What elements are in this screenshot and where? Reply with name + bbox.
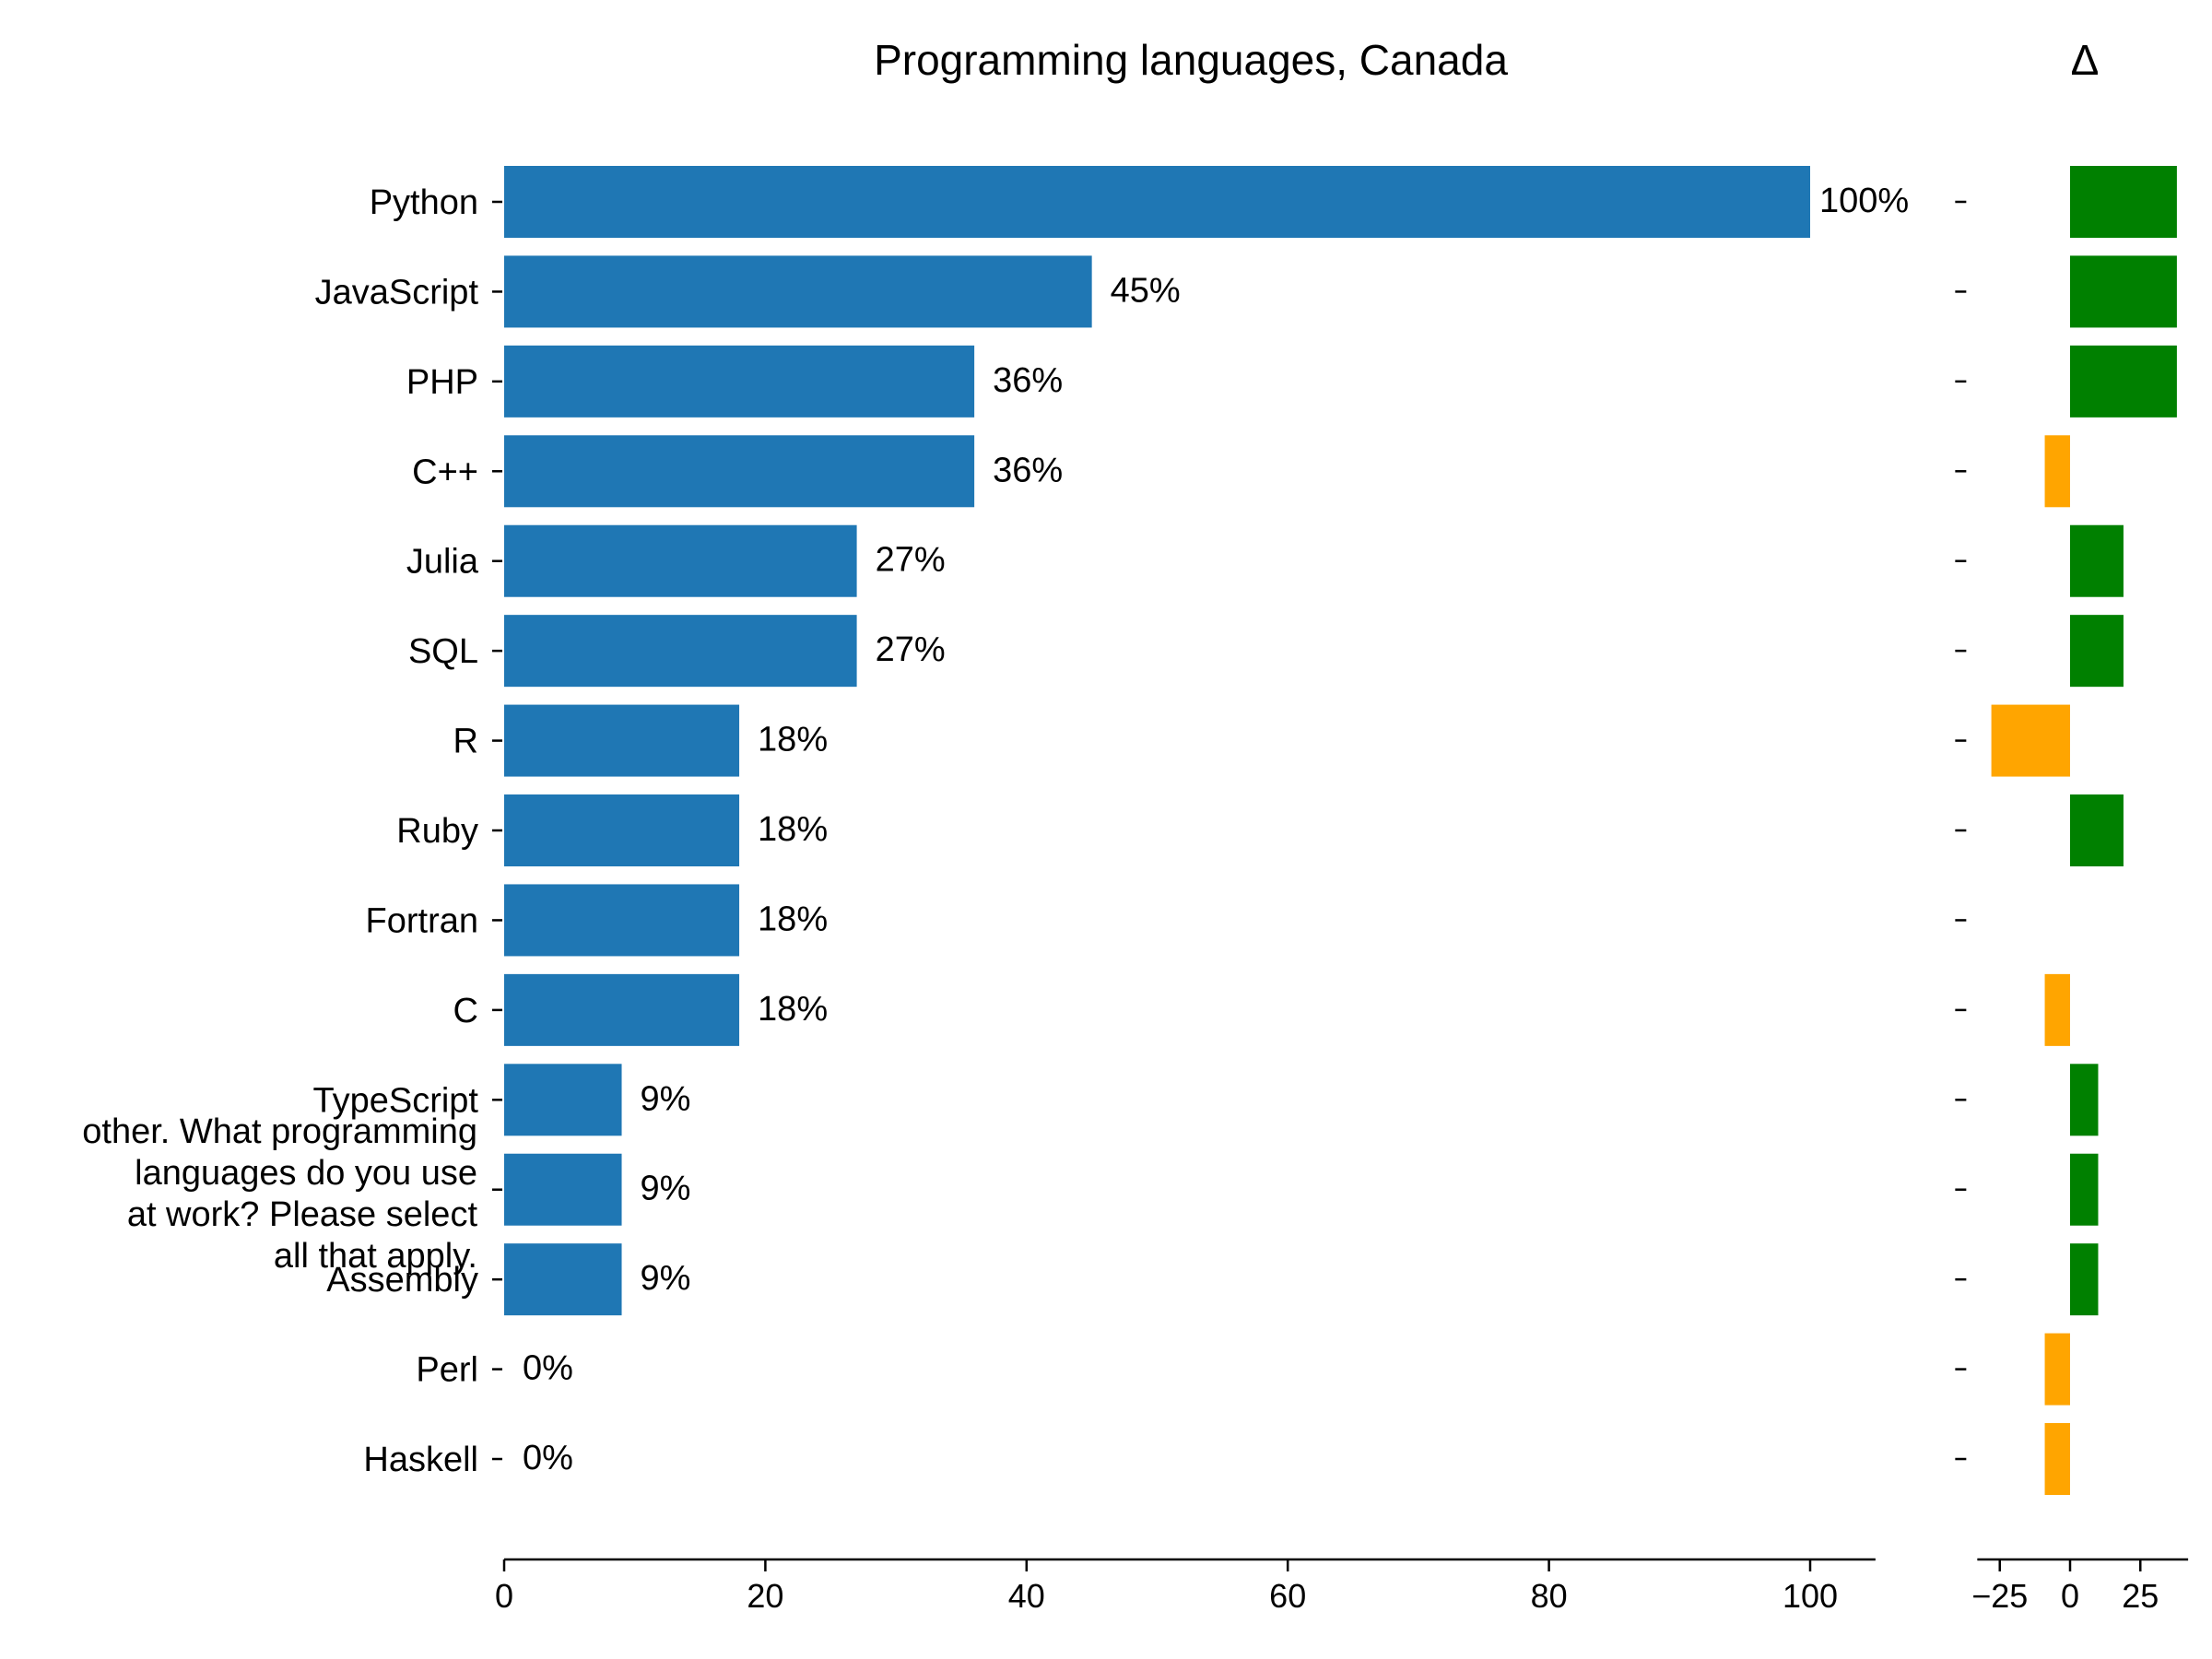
value-label: 27% xyxy=(876,541,946,580)
value-label: 36% xyxy=(993,361,1063,400)
value-label: 9% xyxy=(641,1079,691,1118)
category-label: Python xyxy=(370,183,478,222)
value-label: 36% xyxy=(993,451,1063,489)
delta-bar-6 xyxy=(1991,704,2070,777)
delta-bar-12 xyxy=(2070,1243,2099,1316)
value-label: 9% xyxy=(641,1259,691,1298)
delta-bar-1 xyxy=(2070,255,2177,328)
delta-x-tick-label: −25 xyxy=(1971,1577,2028,1615)
category-label: PHP xyxy=(406,363,478,402)
category-label: Fortran xyxy=(366,901,478,940)
annotation-line: languages do you use xyxy=(135,1154,477,1193)
bar-6 xyxy=(504,704,740,777)
category-label: Haskell xyxy=(363,1441,478,1479)
category-label: Assembly xyxy=(326,1261,478,1300)
category-label: Ruby xyxy=(396,812,478,851)
delta-x-tick-label: 0 xyxy=(2061,1577,2079,1615)
value-label: 9% xyxy=(641,1170,691,1208)
delta-bar-13 xyxy=(2044,1333,2070,1406)
value-label: 18% xyxy=(758,990,828,1029)
x-tick-label: 40 xyxy=(1008,1577,1045,1615)
category-label: SQL xyxy=(408,632,478,671)
bar-5 xyxy=(504,615,857,688)
bar-3 xyxy=(504,435,975,508)
value-label: 27% xyxy=(876,630,946,669)
delta-chart-title: Δ xyxy=(2071,36,2100,84)
bar-9 xyxy=(504,973,740,1046)
value-label: 0% xyxy=(523,1439,573,1477)
value-label: 100% xyxy=(1819,182,1909,220)
main-bar-panel: Python 100% JavaScript 45% PHP 36% C++ 36% Julia… xyxy=(312,166,1909,1615)
bar-8 xyxy=(504,884,740,957)
delta-x-tick-label: 25 xyxy=(2122,1577,2159,1615)
category-label: JavaScript xyxy=(315,273,479,312)
x-tick-label: 80 xyxy=(1531,1577,1568,1615)
bar-11 xyxy=(504,1153,622,1226)
category-label: R xyxy=(453,723,478,761)
x-tick-label: 0 xyxy=(495,1577,513,1615)
main-chart-title: Programming languages, Canada xyxy=(874,36,1508,84)
value-label: 45% xyxy=(1111,271,1181,310)
delta-bar-11 xyxy=(2070,1153,2099,1226)
category-label: C xyxy=(453,992,478,1030)
delta-bar-0 xyxy=(2070,166,2177,238)
bar-12 xyxy=(504,1243,622,1316)
delta-bar-5 xyxy=(2070,615,2124,688)
bar-1 xyxy=(504,255,1092,328)
delta-bar-panel: −25 0 25 xyxy=(1955,166,2189,1615)
delta-bar-2 xyxy=(2070,345,2177,418)
annotation-line: at work? Please select xyxy=(127,1195,478,1234)
delta-bar-4 xyxy=(2070,524,2124,597)
bar-7 xyxy=(504,794,740,867)
category-label: TypeScript xyxy=(312,1081,478,1120)
delta-bar-10 xyxy=(2070,1064,2099,1136)
delta-bar-9 xyxy=(2044,973,2070,1046)
bar-4 xyxy=(504,524,857,597)
annotation-line: all that apply. xyxy=(274,1237,477,1276)
bar-10 xyxy=(504,1064,622,1136)
x-tick-label: 100 xyxy=(1783,1577,1838,1615)
value-label: 0% xyxy=(523,1349,573,1388)
value-label: 18% xyxy=(758,721,828,759)
x-tick-label: 60 xyxy=(1269,1577,1306,1615)
category-label: Julia xyxy=(406,543,479,582)
bar-0 xyxy=(504,166,1810,238)
value-label: 18% xyxy=(758,810,828,849)
value-label: 18% xyxy=(758,900,828,938)
bar-2 xyxy=(504,345,975,418)
delta-bar-3 xyxy=(2044,435,2070,508)
annotation-line: other. What programming xyxy=(82,1112,477,1151)
delta-bar-14 xyxy=(2044,1423,2070,1496)
x-tick-label: 20 xyxy=(747,1577,783,1615)
category-label: Perl xyxy=(416,1351,478,1390)
category-label: C++ xyxy=(412,453,478,491)
delta-bar-7 xyxy=(2070,794,2124,867)
